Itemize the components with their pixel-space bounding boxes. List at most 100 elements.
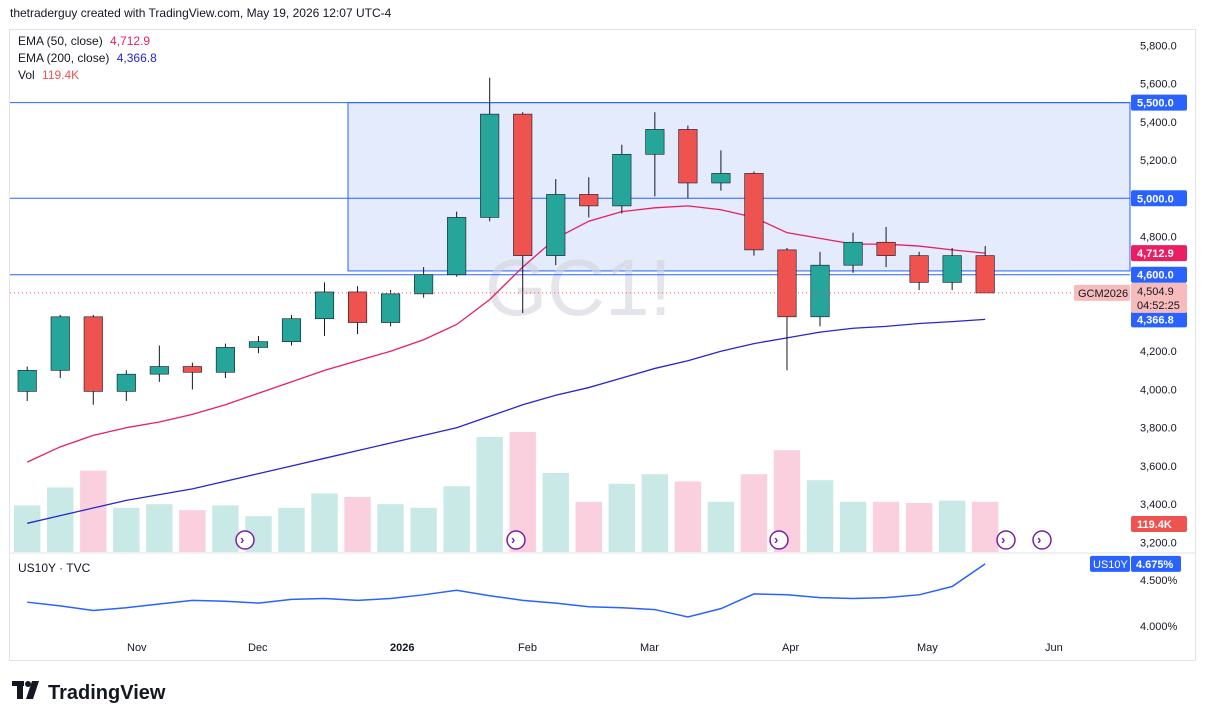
candle-body: [876, 241, 896, 256]
price-tick-label: 5,200.0: [1140, 155, 1177, 167]
volume-bar: [146, 504, 173, 552]
candle-body: [513, 113, 533, 256]
chart-credit: thetraderguy created with TradingView.co…: [10, 6, 392, 20]
candle-body: [50, 316, 70, 371]
candle-body: [909, 255, 929, 283]
volume-axis-label-bg: [1131, 516, 1187, 532]
volume-bar: [377, 504, 404, 552]
level-label-4600-bg: [1131, 266, 1187, 283]
last-price-countdown: 04:52:25: [1137, 300, 1180, 312]
volume-bar: [410, 507, 437, 552]
price-tick-label: 5,600.0: [1140, 79, 1177, 91]
candle-body: [83, 316, 103, 392]
ema200-axis-label: 4,366.8: [1137, 314, 1174, 326]
legend-us10y[interactable]: US10Y · TVC: [18, 561, 90, 576]
legend-ema200-value: 4,366.8: [116, 51, 157, 65]
tradingview-brand[interactable]: TradingView: [12, 681, 165, 705]
time-axis-label: Apr: [782, 642, 799, 654]
volume-bar: [278, 507, 305, 552]
candle-body: [777, 249, 797, 318]
volume-bar: [179, 510, 206, 552]
event-marker-icon: [235, 530, 255, 550]
volume-bar: [476, 437, 503, 552]
candle-body: [810, 264, 830, 318]
tradingview-logo-icon: [12, 681, 42, 705]
candle-body: [678, 129, 698, 184]
last-price-bg: [1131, 282, 1187, 313]
legend-volume-value: 119.4K: [42, 68, 80, 82]
volume-bar: [344, 497, 371, 552]
last-price-label: 4,504.9: [1137, 286, 1174, 298]
level-label-5000-bg: [1131, 190, 1187, 207]
candle-body: [447, 217, 467, 276]
price-tick-label: 3,400.0: [1140, 499, 1177, 511]
time-axis-label: Feb: [518, 642, 537, 654]
legend-ema200[interactable]: EMA (200, close) 4,366.8: [18, 51, 157, 66]
time-axis-label: Jun: [1045, 642, 1063, 654]
legend-volume[interactable]: Vol 119.4K: [18, 68, 79, 83]
time-axis-label: Mar: [640, 642, 659, 654]
event-marker-icon: [769, 530, 789, 550]
us10y-tick-label: 4.000%: [1140, 621, 1178, 633]
candle-body: [182, 366, 202, 373]
us10y-name-bg: [1090, 555, 1130, 572]
candle-body: [843, 241, 863, 266]
candle-body: [612, 153, 632, 207]
event-marker-glyph: ›: [511, 532, 515, 547]
event-marker-icon: [1032, 530, 1052, 550]
legend-volume-label: Vol: [18, 68, 35, 82]
candle-body: [645, 129, 665, 155]
price-tick-label: 4,800.0: [1140, 232, 1177, 244]
price-tick-label: 4,000.0: [1140, 384, 1177, 396]
ema200-axis-label-bg: [1131, 311, 1187, 328]
price-tick-label: 3,200.0: [1140, 537, 1177, 549]
volume-bar: [641, 474, 669, 552]
volume-bar: [542, 473, 569, 552]
candle-body: [975, 255, 995, 294]
candle-body: [579, 194, 599, 207]
time-axis-label: Dec: [248, 642, 268, 654]
candle-body: [17, 370, 37, 392]
ema200-line: [27, 318, 986, 524]
time-axis-label: May: [917, 642, 938, 654]
volume-bar: [707, 501, 735, 552]
ema50-axis-label-bg: [1131, 245, 1187, 262]
us10y-value-tag: 4.675%: [1136, 559, 1174, 571]
candle-body: [744, 173, 764, 251]
candle-body: [314, 291, 335, 320]
candle-body: [215, 347, 235, 373]
time-axis-label: Nov: [127, 642, 147, 654]
volume-bar: [740, 474, 768, 552]
candle-body: [248, 341, 268, 348]
volume-bar: [806, 480, 834, 552]
event-marker-glyph: ›: [1037, 532, 1041, 547]
event-marker-icon: [996, 530, 1016, 550]
legend-ema50-value: 4,712.9: [110, 34, 151, 48]
supply-zone: [347, 102, 1131, 272]
volume-bar: [905, 503, 933, 552]
volume-bar: [938, 500, 966, 552]
volume-bar: [212, 505, 239, 552]
candle-body: [480, 113, 500, 218]
volume-bar: [839, 501, 867, 552]
volume-bar: [311, 493, 338, 552]
event-marker-glyph: ›: [240, 532, 244, 547]
level-label-5500-bg: [1131, 94, 1187, 111]
price-tick-label: 3,600.0: [1140, 461, 1177, 473]
us10y-tick-label: 4.500%: [1140, 575, 1178, 587]
time-axis-label: 2026: [390, 642, 414, 654]
legend-ema50[interactable]: EMA (50, close) 4,712.9: [18, 34, 150, 49]
volume-bar: [872, 501, 900, 552]
us10y-name-tag: US10Y: [1093, 559, 1129, 571]
us10y-value-bg: [1131, 555, 1181, 572]
ema50-axis-label: 4,712.9: [1137, 248, 1174, 260]
candle-body: [347, 291, 368, 323]
chart-frame: [9, 29, 1196, 661]
ema50-line: [26, 205, 986, 463]
event-marker-icon: [506, 530, 526, 550]
watermark-symbol: GC1!: [485, 243, 672, 332]
level-label-5500: 5,500.0: [1137, 98, 1174, 110]
volume-bar: [674, 481, 702, 552]
candle-body: [942, 255, 962, 283]
